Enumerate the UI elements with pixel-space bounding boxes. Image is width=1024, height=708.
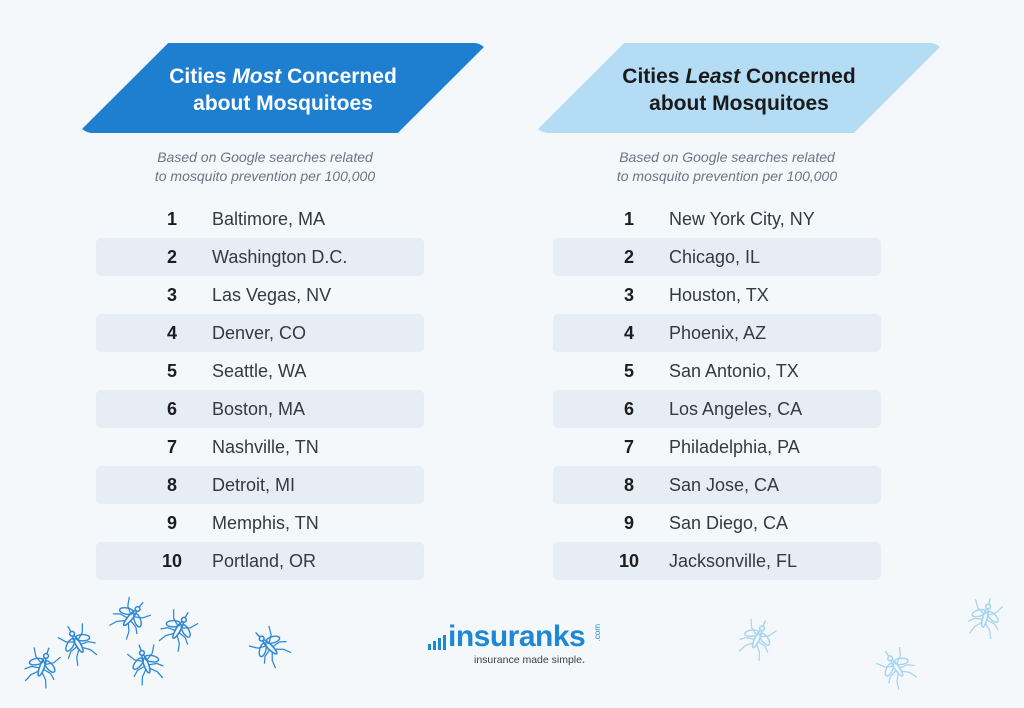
rank-number: 7	[166, 436, 177, 457]
city-name: San Antonio, TX	[669, 360, 799, 381]
rank-number: 4	[166, 322, 177, 343]
list-item: 1 Baltimore, MA	[96, 200, 424, 238]
title-line-2: about Mosquitoes	[649, 92, 829, 115]
title-text: Concerned	[281, 65, 397, 88]
subtitle-line-2: to mosquito prevention per 100,000	[154, 168, 376, 184]
title-emphasis: Most	[232, 65, 282, 88]
mosquito-icon	[964, 596, 1007, 640]
list-item: 4 Phoenix, AZ	[553, 314, 881, 352]
rank-number: 2	[166, 246, 177, 267]
insuranks-logo: insuranks .com insurance made simple.	[428, 620, 608, 672]
list-item: 9 San Diego, CA	[553, 504, 881, 542]
list-item: 3 Las Vegas, NV	[96, 276, 424, 314]
rank-number: 2	[623, 246, 634, 267]
mosquito-icon	[108, 596, 152, 640]
rank-number: 7	[623, 436, 634, 457]
list-item: 3 Houston, TX	[553, 276, 881, 314]
title-text: Cities	[169, 65, 233, 88]
city-name: Washington D.C.	[212, 246, 348, 267]
list-item: 6 Los Angeles, CA	[553, 390, 881, 428]
rank-number: 6	[166, 398, 177, 419]
rank-number: 9	[166, 512, 177, 533]
subtitle-line-1: Based on Google searches related	[619, 149, 835, 165]
city-name: Nashville, TN	[212, 436, 319, 457]
list-item: 10 Portland, OR	[96, 542, 424, 580]
city-name: San Jose, CA	[669, 474, 780, 495]
city-name: Los Angeles, CA	[669, 398, 803, 419]
list-item: 5 Seattle, WA	[96, 352, 424, 390]
bars-icon	[428, 632, 446, 650]
city-name: Houston, TX	[669, 284, 769, 305]
rank-number: 9	[623, 512, 634, 533]
least-concerned-title: Cities Least Concerned about Mosquitoes	[534, 63, 944, 117]
list-item: 9 Memphis, TN	[96, 504, 424, 542]
list-item: 2 Chicago, IL	[553, 238, 881, 276]
subtitle-line-1: Based on Google searches related	[157, 149, 373, 165]
list-item: 4 Denver, CO	[96, 314, 424, 352]
city-name: Portland, OR	[212, 550, 317, 571]
city-name: Philadelphia, PA	[669, 436, 800, 457]
rank-number: 8	[623, 474, 634, 495]
rank-number: 6	[623, 398, 634, 419]
rank-number: 10	[618, 550, 640, 571]
title-emphasis: Least	[685, 65, 741, 88]
list-item: 1 New York City, NY	[553, 200, 881, 238]
list-item: 10 Jacksonville, FL	[553, 542, 881, 580]
list-item: 5 San Antonio, TX	[553, 352, 881, 390]
title-line-2: about Mosquitoes	[193, 92, 373, 115]
least-concerned-list: 1 New York City, NY 2 Chicago, IL 3 Houston…	[553, 200, 881, 580]
city-name: Baltimore, MA	[212, 208, 326, 229]
most-concerned-title: Cities Most Concerned about Mosquitoes	[78, 63, 488, 117]
city-name: Boston, MA	[212, 398, 306, 419]
title-text: Cities	[622, 65, 686, 88]
mosquito-icon	[248, 625, 292, 669]
rank-number: 8	[166, 474, 177, 495]
logo-com: .com	[593, 624, 602, 642]
city-name: Denver, CO	[212, 322, 307, 343]
rank-number: 5	[166, 360, 177, 381]
city-name: Seattle, WA	[212, 360, 307, 381]
rank-number: 3	[166, 284, 177, 305]
mosquito-icon	[735, 617, 779, 661]
rank-number: 4	[623, 322, 634, 343]
city-name: Memphis, TN	[212, 512, 319, 533]
city-name: Phoenix, AZ	[669, 322, 767, 343]
city-name: San Diego, CA	[669, 512, 789, 533]
city-name: Jacksonville, FL	[669, 550, 798, 571]
city-name: Detroit, MI	[212, 474, 296, 495]
subtitle-line-2: to mosquito prevention per 100,000	[616, 168, 838, 184]
rank-number: 5	[623, 360, 634, 381]
city-name: New York City, NY	[669, 208, 815, 229]
logo-wordmark: insuranks	[448, 620, 586, 653]
city-name: Las Vegas, NV	[212, 284, 332, 305]
rank-number: 1	[166, 208, 177, 229]
city-name: Chicago, IL	[669, 246, 761, 267]
most-concerned-subtitle: Based on Google searches related to mosq…	[60, 148, 470, 186]
mosquito-icon	[56, 622, 100, 666]
list-item: 2 Washington D.C.	[96, 238, 424, 276]
title-text: Concerned	[740, 65, 856, 88]
list-item: 7 Philadelphia, PA	[553, 428, 881, 466]
rank-number: 10	[161, 550, 183, 571]
list-item: 6 Boston, MA	[96, 390, 424, 428]
tagline-dot: .	[581, 654, 585, 666]
mosquito-icon	[156, 608, 200, 652]
list-item: 8 San Jose, CA	[553, 466, 881, 504]
list-item: 7 Nashville, TN	[96, 428, 424, 466]
rank-number: 1	[623, 208, 634, 229]
most-concerned-list: 1 Baltimore, MA 2 Washington D.C. 3 Las Veg…	[96, 200, 424, 580]
mosquito-icon	[875, 646, 919, 690]
least-concerned-subtitle: Based on Google searches related to mosq…	[522, 148, 932, 186]
logo-tagline: insurance made simple.	[474, 654, 585, 666]
tagline-text: insurance made simple	[474, 654, 582, 666]
rank-number: 3	[623, 284, 634, 305]
list-item: 8 Detroit, MI	[96, 466, 424, 504]
